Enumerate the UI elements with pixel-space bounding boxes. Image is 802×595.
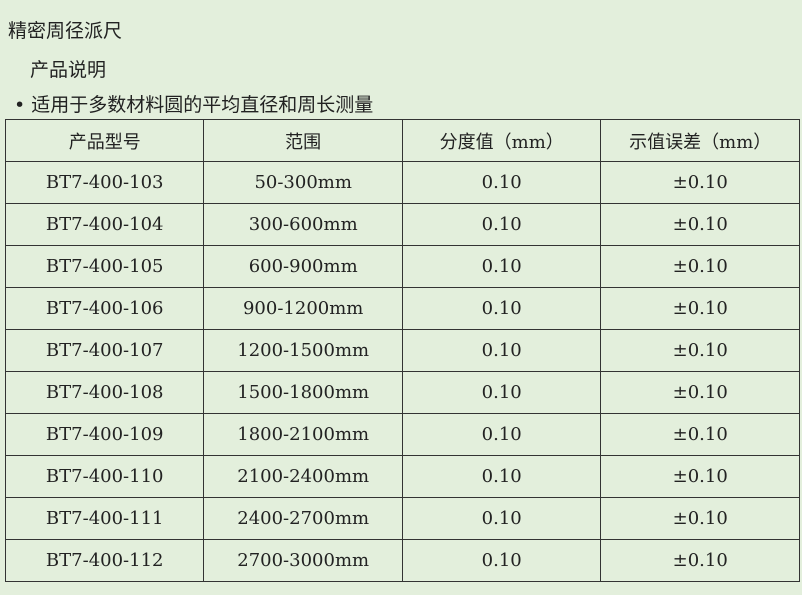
cell-range: 600-900mm xyxy=(203,245,403,288)
section-heading: 产品说明 xyxy=(30,59,107,81)
cell-error: ±0.10 xyxy=(600,371,800,414)
cell-range: 2700-3000mm xyxy=(203,539,403,582)
cell-model: BT7-400-111 xyxy=(4,497,205,540)
table-header-row: 产品型号 范围 分度值（mm） 示值误差（mm） xyxy=(4,119,800,162)
cell-range: 1200-1500mm xyxy=(203,329,403,372)
cell-resolution: 0.10 xyxy=(401,245,602,288)
page-title: 精密周径派尺 xyxy=(8,20,123,42)
table-row: BT7-400-109 1800-2100mm 0.10 ±0.10 xyxy=(4,413,800,456)
cell-error: ±0.10 xyxy=(600,455,800,498)
cell-range: 900-1200mm xyxy=(203,287,403,330)
table-row: BT7-400-106 900-1200mm 0.10 ±0.10 xyxy=(4,287,800,330)
cell-error: ±0.10 xyxy=(600,203,800,246)
table-row: BT7-400-107 1200-1500mm 0.10 ±0.10 xyxy=(4,329,800,372)
table-row: BT7-400-108 1500-1800mm 0.10 ±0.10 xyxy=(4,371,800,414)
header-resolution: 分度值（mm） xyxy=(401,119,602,162)
cell-resolution: 0.10 xyxy=(401,497,602,540)
cell-error: ±0.10 xyxy=(600,497,800,540)
cell-model: BT7-400-110 xyxy=(4,455,205,498)
cell-error: ±0.10 xyxy=(600,287,800,330)
cell-resolution: 0.10 xyxy=(401,329,602,372)
cell-error: ±0.10 xyxy=(600,245,800,288)
cell-model: BT7-400-104 xyxy=(4,203,205,246)
cell-resolution: 0.10 xyxy=(401,413,602,456)
cell-error: ±0.10 xyxy=(600,413,800,456)
cell-error: ±0.10 xyxy=(600,539,800,582)
cell-model: BT7-400-105 xyxy=(4,245,205,288)
feature-bullet: • 适用于多数材料圆的平均直径和周长测量 xyxy=(14,94,374,116)
cell-model: BT7-400-106 xyxy=(4,287,205,330)
header-model: 产品型号 xyxy=(4,119,205,162)
table-row: BT7-400-112 2700-3000mm 0.10 ±0.10 xyxy=(4,539,800,582)
cell-range: 300-600mm xyxy=(203,203,403,246)
cell-error: ±0.10 xyxy=(600,329,800,372)
cell-model: BT7-400-108 xyxy=(4,371,205,414)
header-error: 示值误差（mm） xyxy=(600,119,800,162)
cell-range: 50-300mm xyxy=(203,161,403,204)
cell-model: BT7-400-112 xyxy=(4,539,205,582)
cell-model: BT7-400-103 xyxy=(4,161,205,204)
table-row: BT7-400-111 2400-2700mm 0.10 ±0.10 xyxy=(4,497,800,540)
header-range: 范围 xyxy=(203,119,403,162)
cell-range: 2400-2700mm xyxy=(203,497,403,540)
cell-model: BT7-400-107 xyxy=(4,329,205,372)
table-row: BT7-400-105 600-900mm 0.10 ±0.10 xyxy=(4,245,800,288)
cell-range: 1500-1800mm xyxy=(203,371,403,414)
cell-resolution: 0.10 xyxy=(401,455,602,498)
cell-resolution: 0.10 xyxy=(401,371,602,414)
cell-range: 1800-2100mm xyxy=(203,413,403,456)
spec-table: 产品型号 范围 分度值（mm） 示值误差（mm） BT7-400-103 50-3… xyxy=(4,119,800,582)
cell-resolution: 0.10 xyxy=(401,161,602,204)
table-row: BT7-400-104 300-600mm 0.10 ±0.10 xyxy=(4,203,800,246)
cell-model: BT7-400-109 xyxy=(4,413,205,456)
cell-resolution: 0.10 xyxy=(401,287,602,330)
table-row: BT7-400-103 50-300mm 0.10 ±0.10 xyxy=(4,161,800,204)
cell-resolution: 0.10 xyxy=(401,203,602,246)
cell-error: ±0.10 xyxy=(600,161,800,204)
table-row: BT7-400-110 2100-2400mm 0.10 ±0.10 xyxy=(4,455,800,498)
cell-resolution: 0.10 xyxy=(401,539,602,582)
cell-range: 2100-2400mm xyxy=(203,455,403,498)
